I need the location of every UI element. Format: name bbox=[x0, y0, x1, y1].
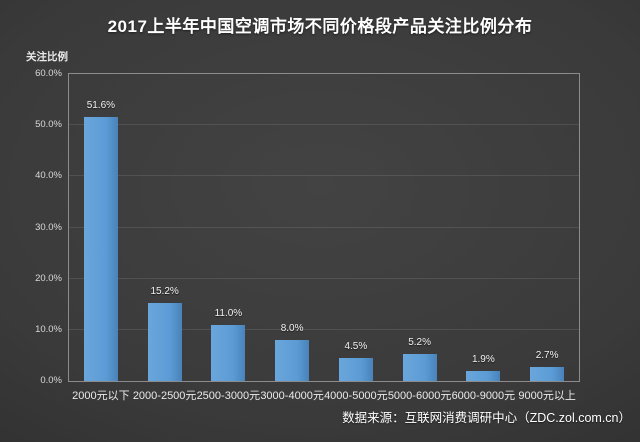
y-tick-label: 30.0% bbox=[35, 221, 62, 233]
bar bbox=[211, 324, 246, 381]
gridline bbox=[69, 124, 579, 126]
x-tick-label: 2500-3000元 bbox=[196, 390, 261, 402]
plot-area: 0.0% 10.0% 20.0% 30.0% 40.0% 50.0% 60.0% 51.6% 2… bbox=[35, 69, 580, 402]
x-tick-label: 2000元以下 bbox=[72, 390, 130, 402]
y-axis-title: 关注比例 bbox=[26, 51, 68, 63]
bar-value-label: 11.0% bbox=[214, 307, 243, 319]
bar-value-label: 4.5% bbox=[344, 340, 368, 352]
bar-value-label: 8.0% bbox=[280, 323, 304, 335]
gridline bbox=[69, 328, 579, 330]
bar-value-label: 2.7% bbox=[535, 350, 559, 362]
gridline bbox=[69, 226, 579, 228]
bar bbox=[147, 303, 182, 381]
bar bbox=[530, 367, 565, 381]
bar-value-label: 1.9% bbox=[471, 354, 495, 366]
bar-value-label: 15.2% bbox=[150, 286, 179, 298]
bar bbox=[338, 357, 373, 381]
x-tick-label: 6000-9000元 bbox=[451, 390, 516, 402]
bar-value-label: 51.6% bbox=[86, 99, 116, 111]
gridline bbox=[69, 175, 579, 177]
y-tick-label: 10.0% bbox=[35, 323, 62, 335]
bar bbox=[83, 116, 118, 381]
data-source-note: 数据来源：互联网消费调研中心（ZDC.zol.com.cn） bbox=[342, 411, 631, 425]
y-tick-label: 60.0% bbox=[35, 68, 62, 79]
x-tick-label: 4000-5000元 bbox=[324, 390, 388, 402]
y-tick-label: 0.0% bbox=[40, 375, 62, 386]
x-tick-label: 5000-6000元 bbox=[387, 390, 452, 402]
x-tick-label: 2000-2500元 bbox=[132, 390, 197, 402]
y-tick-label: 20.0% bbox=[35, 272, 62, 284]
gridline bbox=[69, 277, 579, 279]
bar bbox=[466, 371, 501, 381]
bar-value-label: 5.2% bbox=[408, 337, 432, 349]
chart-title: 2017上半年中国空调市场不同价格段产品关注比例分布 bbox=[107, 17, 533, 36]
y-tick-label: 50.0% bbox=[35, 119, 62, 131]
x-tick-label: 3000-4000元 bbox=[260, 390, 324, 402]
bar bbox=[275, 340, 310, 381]
x-tick-label: 9000元以上 bbox=[518, 390, 576, 402]
y-tick-label: 40.0% bbox=[35, 170, 62, 182]
bar bbox=[402, 354, 437, 381]
